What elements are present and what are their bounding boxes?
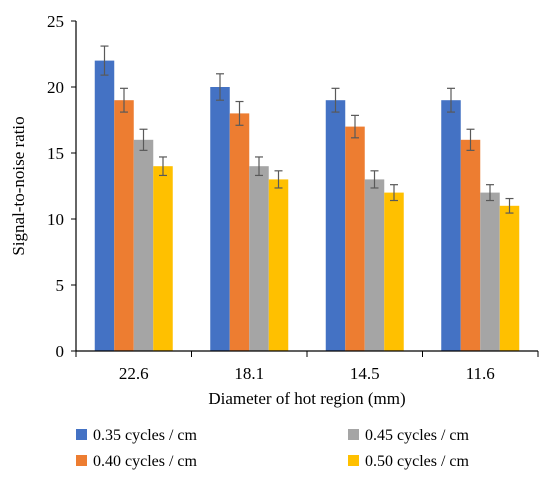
error-bar [274,170,283,189]
x-axis-label: Diameter of hot region (mm) [208,389,405,408]
legend-label: 0.45 cycles / cm [365,427,470,444]
y-axis-ticks: 0 5 10 15 20 25 [47,12,76,361]
bar [460,139,481,351]
bar [384,192,404,351]
bar [499,205,520,351]
legend-item: 0.40 cycles / cm [76,453,198,470]
bar [210,87,230,351]
legend-label: 0.40 cycles / cm [93,453,198,470]
bar [94,60,115,351]
x-tick-label: 18.1 [234,364,264,383]
legend-swatch [348,429,359,440]
legend-item: 0.35 cycles / cm [76,427,198,444]
error-bar [351,114,359,139]
bar [153,166,173,351]
legend-label: 0.35 cycles / cm [93,427,198,444]
error-bar [139,128,148,151]
error-bar [255,156,263,177]
error-bar [100,45,109,76]
error-bar [505,197,514,214]
bar [345,126,365,351]
error-bar [331,87,340,113]
legend-swatch [76,429,87,440]
bar [441,100,461,351]
y-tick-label: 5 [56,276,65,295]
legend-swatch [76,455,87,466]
bar [325,100,346,351]
y-tick-label: 0 [56,342,65,361]
error-bar [235,100,244,126]
error-bar [120,87,128,113]
bar [114,100,134,351]
y-tick-label: 20 [47,78,64,97]
x-tick-label: 22.6 [119,364,149,383]
bar [364,179,385,351]
error-bar [390,184,398,202]
legend: 0.35 cycles / cm 0.40 cycles / cm 0.45 cyc… [76,427,470,470]
y-tick-label: 10 [47,210,64,229]
error-bar [486,184,494,202]
error-bars [100,45,514,214]
error-bar [216,73,224,101]
legend-item: 0.50 cycles / cm [348,453,470,470]
error-bar [370,170,379,189]
bar [268,179,289,351]
y-axis-label: Signal-to-noise ratio [9,116,28,255]
x-axis-ticks: 22.6 18.1 14.5 11.6 [75,351,539,383]
x-tick-label: 14.5 [350,364,380,383]
error-bar [447,87,455,113]
legend-item: 0.45 cycles / cm [348,427,470,444]
bar [480,192,500,351]
error-bar [159,156,167,177]
bars [94,60,520,352]
bar [229,113,250,352]
bar [133,139,154,351]
error-bar [466,128,475,151]
x-tick-label: 11.6 [466,364,495,383]
y-tick-label: 25 [47,12,64,31]
legend-swatch [348,455,359,466]
bar [249,166,269,351]
legend-label: 0.50 cycles / cm [365,453,470,470]
y-tick-label: 15 [47,144,64,163]
